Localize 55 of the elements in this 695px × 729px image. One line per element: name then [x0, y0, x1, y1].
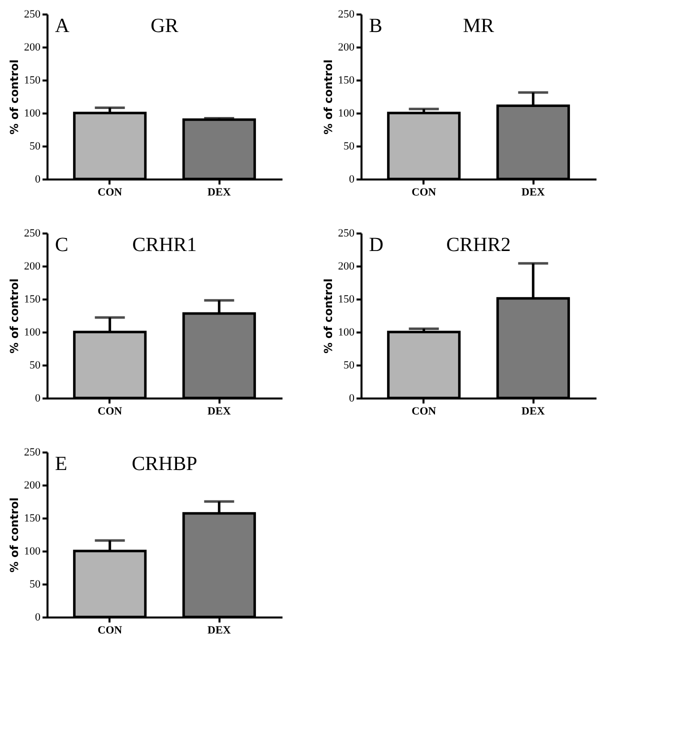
y-tick-label: 150 [24, 512, 41, 524]
y-axis-title: % of control [8, 498, 21, 572]
chart-title: GR [150, 15, 180, 37]
y-axis-title: % of control [322, 278, 335, 354]
y-tick-label: 250 [338, 228, 355, 240]
y-tick-label: 100 [338, 108, 355, 120]
y-tick-label: 50 [344, 140, 355, 152]
chart-title: CRHR1 [132, 234, 197, 256]
y-tick-label: 100 [24, 546, 41, 558]
chart-title: CRHBP [132, 453, 198, 475]
annotation: E [55, 453, 68, 475]
y-tick-label: 150 [24, 74, 41, 86]
y-tick-label: 250 [24, 446, 41, 458]
y-tick-label: 150 [24, 294, 41, 306]
x-tick-label: DEX [208, 186, 231, 198]
y-tick-label: 0 [35, 174, 41, 186]
x-tick-label: CON [98, 406, 122, 418]
y-axis-title: % of control [8, 60, 21, 134]
annotation: D [369, 234, 384, 256]
chart-title: CRHR2 [446, 234, 511, 256]
annotation: C [55, 234, 68, 256]
x-tick-label: DEX [208, 624, 231, 636]
x-tick-label: DEX [522, 186, 545, 198]
y-axis-title: % of control [322, 60, 335, 134]
y-tick-label: 50 [30, 140, 41, 152]
y-tick-label: 100 [338, 326, 355, 338]
y-tick-label: 200 [24, 42, 41, 54]
y-tick-label: 50 [30, 578, 41, 590]
y-axis-title: % of control [8, 278, 21, 354]
y-tick-label: 150 [338, 294, 355, 306]
y-tick-label: 50 [30, 360, 41, 372]
x-tick-label: CON [98, 624, 122, 636]
x-tick-label: DEX [522, 406, 545, 418]
annotation: B [369, 15, 382, 37]
x-tick-label: CON [412, 406, 436, 418]
x-tick-label: DEX [208, 406, 231, 418]
y-tick-label: 0 [349, 392, 355, 404]
y-tick-label: 50 [344, 360, 355, 372]
x-tick-label: CON [98, 186, 122, 198]
x-tick-label: CON [412, 186, 436, 198]
y-tick-label: 0 [35, 392, 41, 404]
y-tick-label: 250 [24, 8, 41, 20]
y-tick-label: 200 [24, 480, 41, 492]
y-tick-label: 250 [24, 228, 41, 240]
y-tick-label: 100 [24, 108, 41, 120]
y-tick-label: 150 [338, 74, 355, 86]
annotation: A [55, 15, 70, 37]
y-tick-label: 100 [24, 326, 41, 338]
y-tick-label: 200 [24, 260, 41, 272]
y-tick-label: 250 [338, 8, 355, 20]
chart-title: MR [462, 15, 495, 37]
y-tick-label: 0 [349, 174, 355, 186]
y-tick-label: 0 [35, 612, 41, 624]
y-tick-label: 200 [338, 42, 355, 54]
y-tick-label: 200 [338, 260, 355, 272]
